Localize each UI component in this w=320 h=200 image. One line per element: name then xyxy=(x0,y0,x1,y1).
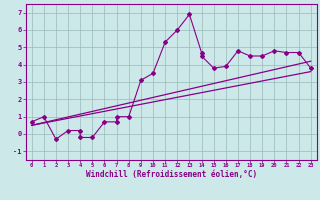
X-axis label: Windchill (Refroidissement éolien,°C): Windchill (Refroidissement éolien,°C) xyxy=(86,170,257,179)
